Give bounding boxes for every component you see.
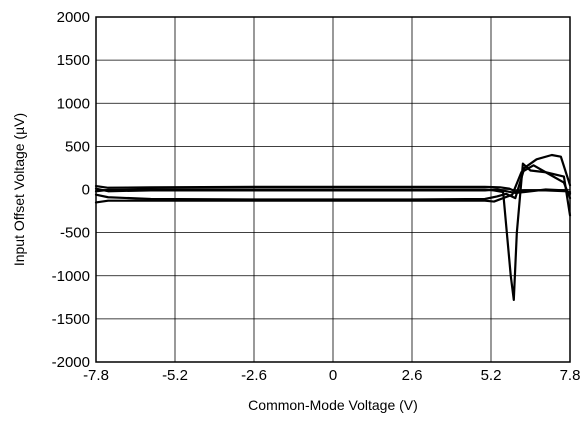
- y-tick-label: 1500: [57, 52, 90, 69]
- x-tick-label: 0: [329, 367, 337, 384]
- y-tick-label: 500: [65, 138, 90, 155]
- y-axis-title: Input Offset Voltage (µV): [11, 113, 27, 266]
- x-tick-label: -5.2: [162, 367, 188, 384]
- y-tick-label: -500: [60, 225, 90, 242]
- y-tick-labels: 2000 1500 1000 500 0 -500 -1000 -1500 -2000: [52, 9, 90, 371]
- y-tick-label: 2000: [57, 9, 90, 26]
- x-tick-label: 5.2: [481, 367, 502, 384]
- x-tick-label: -7.8: [83, 367, 109, 384]
- x-tick-label: -2.6: [241, 367, 267, 384]
- series-line: [94, 164, 572, 204]
- series-line: [94, 153, 572, 201]
- y-tick-label: -1000: [52, 268, 90, 285]
- y-tick-label: -1500: [52, 311, 90, 328]
- y-tick-label: -2000: [52, 354, 90, 371]
- y-tick-label: 1000: [57, 95, 90, 112]
- y-tick-label: 0: [82, 182, 90, 199]
- x-tick-label: 7.8: [560, 367, 581, 384]
- series-layer: [94, 153, 572, 301]
- x-axis-title: Common-Mode Voltage (V): [248, 397, 418, 413]
- series-line: [94, 187, 572, 195]
- x-tick-label: 2.6: [402, 367, 423, 384]
- x-tick-labels: -7.8 -5.2 -2.6 0 2.6 5.2 7.8: [83, 367, 580, 384]
